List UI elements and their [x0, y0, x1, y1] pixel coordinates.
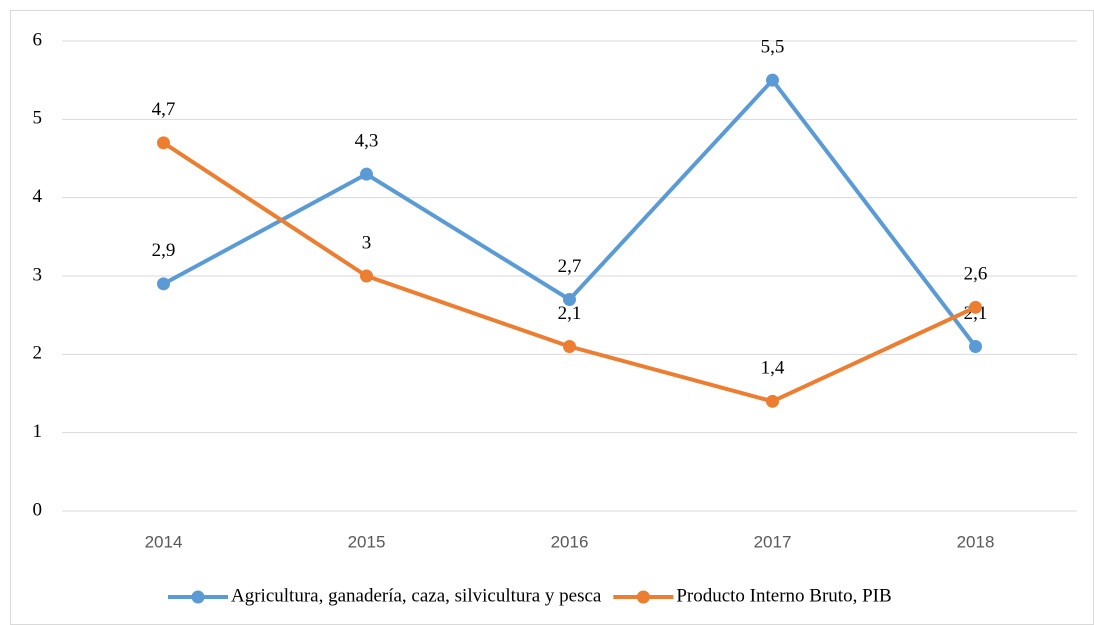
- x-tick-label: 2015: [348, 532, 386, 551]
- y-tick-label: 0: [33, 499, 43, 520]
- y-tick-label: 3: [33, 264, 43, 285]
- data-label: 2,6: [964, 264, 988, 285]
- point: [563, 293, 576, 306]
- data-label: 2,9: [152, 240, 176, 261]
- x-tick-label: 2014: [145, 532, 183, 551]
- legend-marker: [636, 590, 650, 604]
- point: [969, 300, 982, 314]
- y-tick-label: 4: [33, 186, 43, 207]
- chart-border: [10, 10, 1094, 625]
- data-label: 1,4: [761, 358, 785, 379]
- data-label: 2,1: [558, 303, 582, 324]
- legend-label: Agricultura, ganadería, caza, silvicultu…: [231, 585, 602, 606]
- legend-marker: [191, 590, 205, 604]
- x-tick-label: 2016: [551, 532, 589, 551]
- data-label: 5,5: [761, 37, 785, 58]
- point: [766, 73, 779, 87]
- data-label: 4,3: [355, 131, 379, 152]
- data-label: 2,7: [558, 256, 582, 277]
- y-tick-label: 2: [33, 343, 43, 364]
- data-label: 3: [362, 232, 372, 253]
- x-tick-label: 2017: [754, 532, 792, 551]
- point: [766, 394, 779, 408]
- y-tick-label: 6: [33, 29, 43, 50]
- point: [969, 340, 982, 353]
- point: [157, 277, 170, 291]
- point: [360, 167, 373, 181]
- legend-label: Producto Interno Bruto, PIB: [676, 585, 891, 606]
- point: [563, 340, 576, 353]
- point: [360, 269, 373, 283]
- y-tick-label: 5: [33, 108, 43, 129]
- point: [157, 136, 170, 150]
- data-label: 4,7: [152, 99, 176, 120]
- x-tick-label: 2018: [957, 532, 995, 551]
- y-tick-label: 1: [33, 421, 43, 442]
